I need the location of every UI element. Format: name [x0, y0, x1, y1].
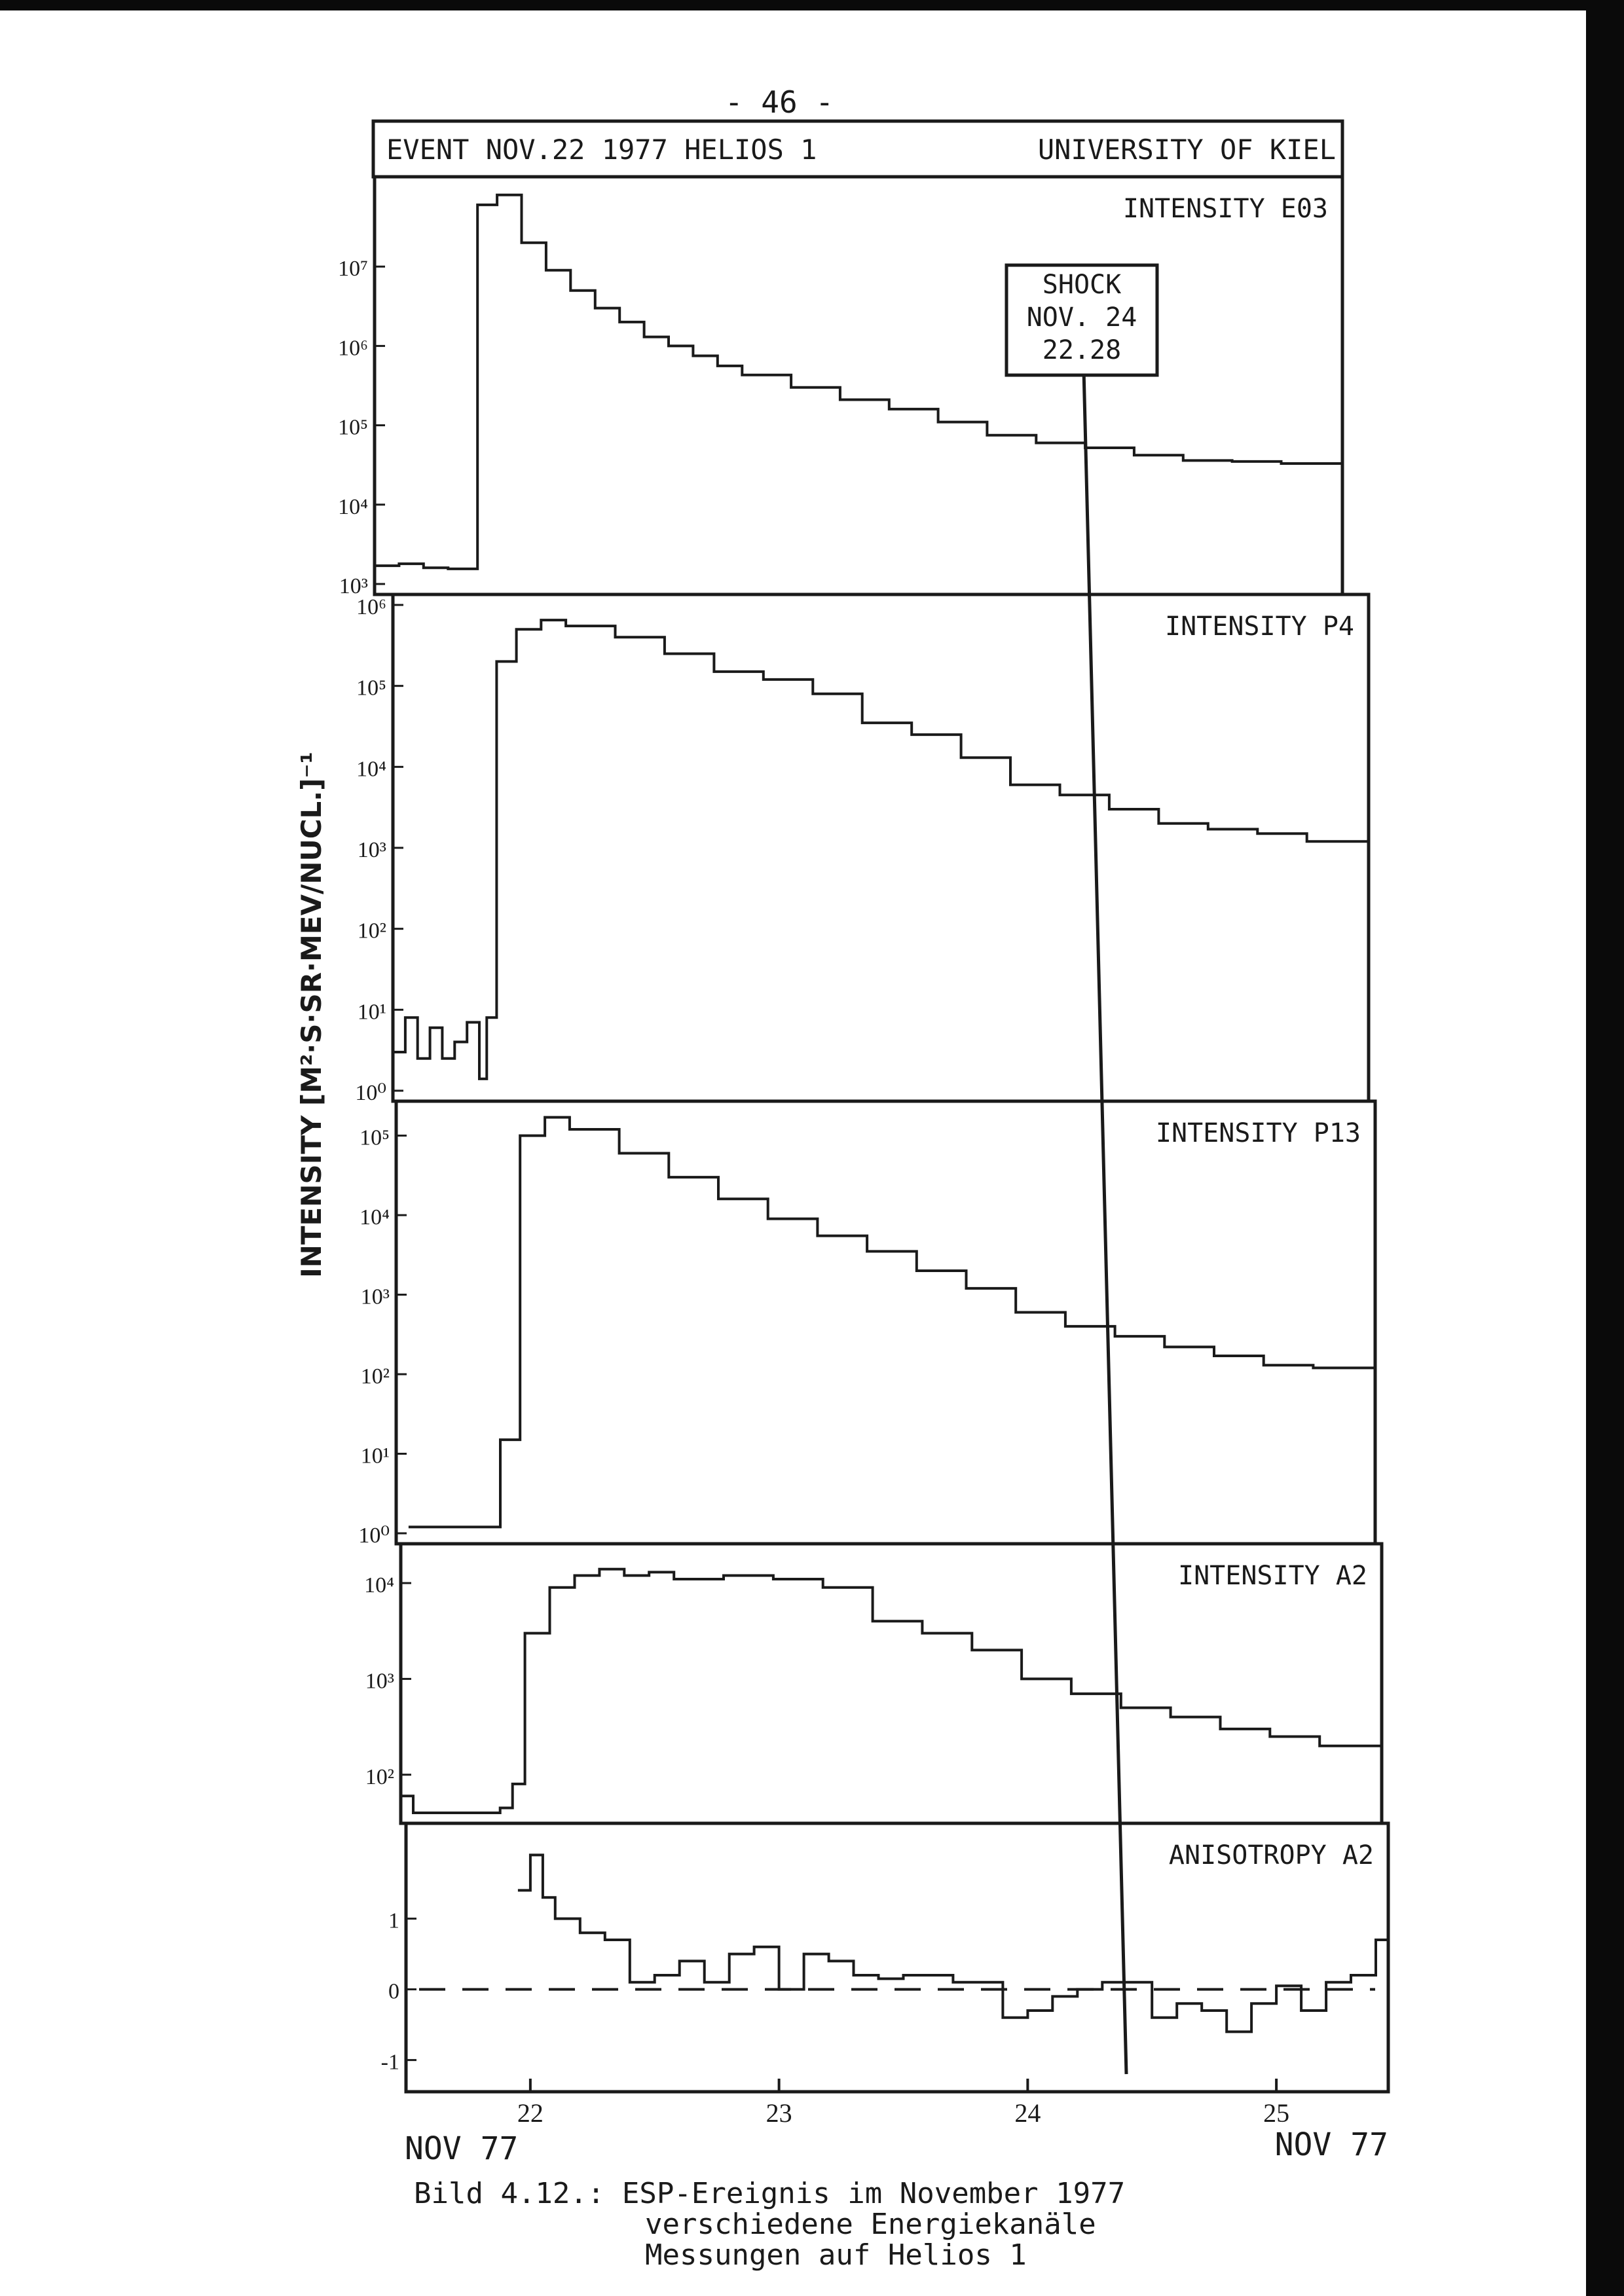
x-tick-label: 22 — [517, 2098, 544, 2128]
y-tick-label: 10⁰ — [355, 1081, 386, 1105]
panel-title: INTENSITY P13 — [1156, 1118, 1361, 1148]
panel-frame — [394, 1099, 1377, 1546]
panel-title: INTENSITY A2 — [1178, 1561, 1367, 1591]
y-tick-label: 10² — [361, 1364, 390, 1389]
panel-3: INTENSITY P13 10⁰ 10¹ 10² 10³ 10⁴ 10⁵ — [358, 1099, 1377, 1548]
y-tick-label: 10⁷ — [338, 257, 368, 281]
panel-title: INTENSITY E03 — [1123, 194, 1328, 224]
x-tick-label: 24 — [1014, 2098, 1041, 2128]
y-tick-label: 1 — [388, 1909, 399, 1933]
y-tick-label: 10³ — [365, 1669, 394, 1693]
caption-line-3: Messungen auf Helios 1 — [645, 2238, 1027, 2272]
panel-frame — [373, 175, 1344, 596]
y-tick-label: 10⁶ — [356, 595, 386, 619]
series-line — [375, 193, 1344, 570]
y-axis-label: INTENSITY [M²·S·SR·MEV/NUCL.]⁻¹ — [295, 752, 327, 1278]
y-tick-label: 10⁵ — [360, 1126, 390, 1150]
y-tick-label: 10⁰ — [358, 1523, 390, 1548]
y-tick-label: 10⁵ — [338, 416, 368, 440]
panel-frame — [404, 1821, 1390, 2094]
x-tick-label: 25 — [1263, 2098, 1289, 2128]
series-line — [401, 1567, 1383, 1814]
panel-1: INTENSITY E03 10³ 10⁴ 10⁵ 10⁶ 10⁷ — [338, 175, 1344, 598]
x-tick-label: 23 — [766, 2098, 792, 2128]
y-tick-label: 10³ — [358, 838, 386, 862]
y-tick-label: 10³ — [339, 574, 368, 598]
panel-frame — [391, 592, 1371, 1103]
shock-box — [1005, 263, 1159, 377]
y-tick-label: 10¹ — [358, 1000, 386, 1024]
series-line — [408, 1116, 1376, 1529]
y-tick-label: 10⁵ — [356, 676, 386, 701]
x-axis-right-label: NOV 77 — [1275, 2126, 1388, 2163]
y-tick-label: 0 — [388, 1980, 399, 2004]
y-tick-label: 10² — [365, 1765, 394, 1789]
panel-4: INTENSITY A2 10² 10³ 10⁴ — [364, 1542, 1384, 1825]
y-tick-label: 10⁴ — [360, 1205, 390, 1230]
y-tick-label: 10⁴ — [364, 1573, 394, 1597]
caption-line-2: verschiedene Energiekanäle — [645, 2208, 1096, 2241]
y-tick-label: 10³ — [361, 1285, 390, 1309]
shock-label-3: 22.28 — [1043, 335, 1121, 365]
y-tick-label: 10² — [358, 919, 386, 943]
shock-line — [1082, 369, 1128, 2075]
y-tick-label: 10¹ — [361, 1444, 390, 1468]
chart-panels: INTENSITY E03 10³ 10⁴ 10⁵ 10⁶ 10⁷ INTENSITY P4… — [338, 175, 1390, 2094]
page-number: - 46 - — [725, 84, 834, 120]
series-line — [517, 1853, 1390, 2033]
header-right: UNIVERSITY OF KIEL — [1038, 134, 1336, 166]
series-line — [393, 619, 1370, 1080]
panel-title: ANISOTROPY A2 — [1169, 1840, 1374, 1870]
scan-top-edge — [0, 0, 1624, 10]
x-axis-ticks: 22 23 24 25 — [517, 2079, 1289, 2128]
y-tick-label: 10⁴ — [356, 757, 386, 781]
shock-label-1: SHOCK — [1043, 270, 1121, 300]
y-tick-label: -1 — [381, 2050, 399, 2075]
caption-line-1: Bild 4.12.: ESP-Ereignis im November 197… — [414, 2177, 1125, 2210]
panel-2: INTENSITY P4 10⁰ 10¹ 10² 10³ 10⁴ 10⁵ 10⁶ — [355, 592, 1371, 1105]
panel-5: ANISOTROPY A2 -1 0 1 — [381, 1821, 1390, 2094]
panel-title: INTENSITY P4 — [1165, 611, 1354, 642]
shock-label-2: NOV. 24 — [1027, 302, 1137, 333]
y-tick-label: 10⁴ — [338, 495, 368, 519]
x-axis-left-label: NOV 77 — [405, 2130, 518, 2167]
scan-right-edge — [1586, 0, 1624, 2296]
y-tick-label: 10⁶ — [338, 336, 368, 360]
header-left: EVENT NOV.22 1977 HELIOS 1 — [386, 134, 817, 166]
